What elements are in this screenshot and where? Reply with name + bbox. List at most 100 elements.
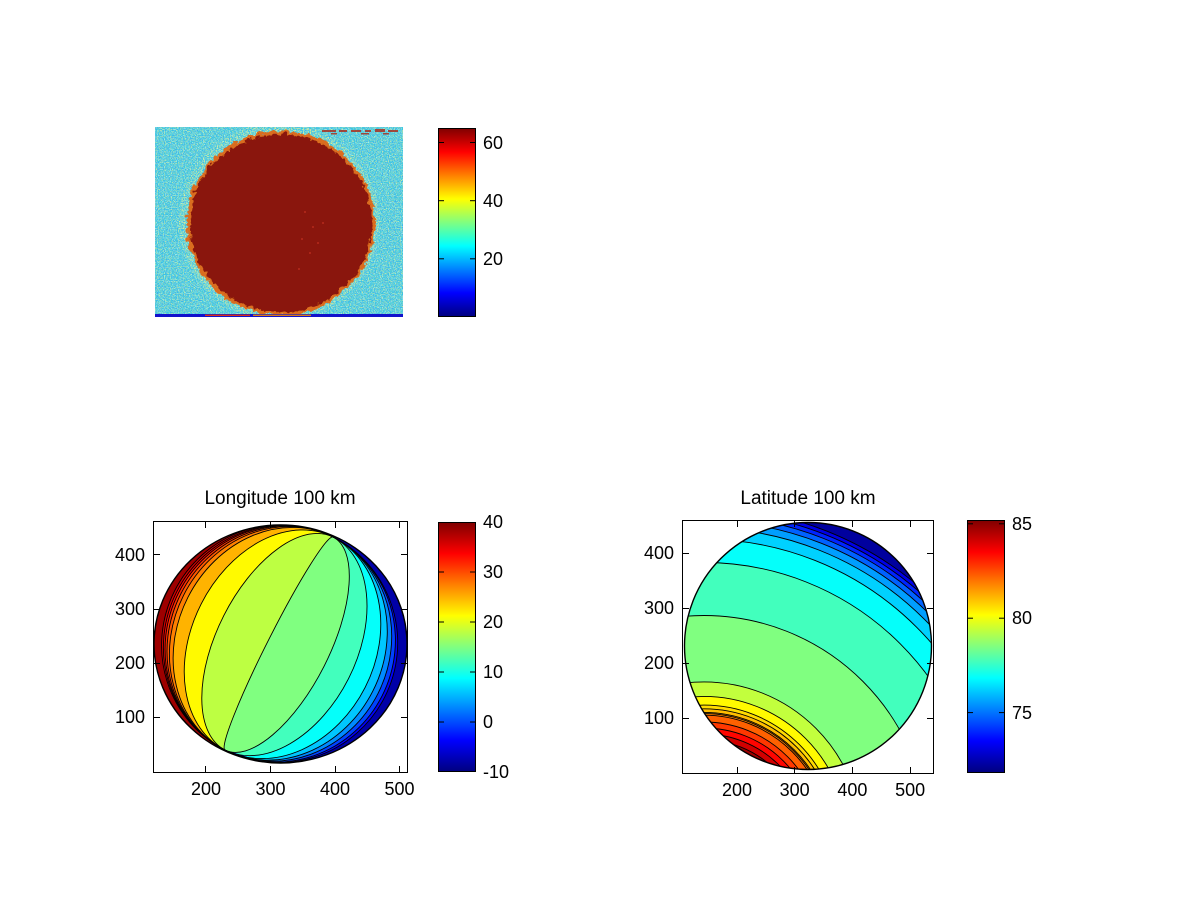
x-tick-label: 200	[190, 779, 222, 799]
x-tick-label: 300	[779, 780, 810, 800]
x-tick-label: 300	[255, 779, 286, 799]
x-tick-mark	[851, 521, 853, 527]
disk-noise-dot	[298, 268, 300, 270]
colorbar-gradient	[438, 522, 476, 772]
embedded-watermark-mark	[388, 130, 398, 132]
stripe-mark	[253, 314, 311, 316]
y-tick-mark	[683, 662, 689, 664]
embedded-watermark-mark	[361, 133, 369, 135]
longitude-contour-line	[224, 536, 396, 763]
longitude-title: Longitude 100 km	[204, 488, 356, 509]
latitude-contour-line	[684, 708, 836, 770]
longitude-contour-line	[224, 536, 393, 762]
y-tick-mark	[154, 716, 160, 718]
y-tick-mark	[683, 717, 689, 719]
disk-noise-dot	[322, 222, 324, 224]
y-tick-label: 100	[643, 708, 674, 728]
colorbar-tick-label: 20	[483, 248, 504, 269]
embedded-watermark-mark	[365, 130, 371, 132]
y-tick-mark	[927, 662, 933, 664]
x-tick-label: 500	[384, 779, 415, 799]
disk-noise-dot	[312, 226, 314, 228]
x-tick-mark	[334, 766, 336, 772]
longitude-contour-line	[172, 527, 334, 751]
x-tick-label: 400	[319, 779, 351, 799]
y-tick-mark	[927, 552, 933, 554]
y-tick-label: 200	[114, 653, 145, 673]
y-tick-mark	[683, 552, 689, 554]
colorbar-tick-label: 20	[483, 612, 504, 632]
image-panel	[155, 127, 403, 317]
y-tick-label: 200	[643, 653, 674, 673]
disk-rim-fringe	[184, 129, 374, 314]
colorbar-tick-label: 75	[1012, 702, 1033, 723]
x-tick-mark	[794, 521, 796, 527]
latitude-disk-limb	[683, 521, 933, 771]
x-tick-mark	[399, 766, 401, 772]
latitude-axes	[682, 520, 934, 774]
colorbar-gradient	[438, 128, 476, 317]
x-tick-mark	[205, 766, 207, 772]
embedded-watermark-mark	[322, 130, 336, 132]
latitude-contour-svg	[683, 521, 933, 771]
y-tick-mark	[927, 717, 933, 719]
longitude-contour-line	[201, 532, 334, 751]
colorbar-tick-label: 40	[483, 512, 504, 532]
y-tick-label: 300	[643, 598, 674, 618]
longitude-contour-line	[224, 536, 388, 761]
embedded-watermark-mark	[339, 130, 347, 132]
saturated-disk	[188, 132, 370, 311]
disk-noise-dot	[301, 238, 303, 240]
x-tick-mark	[909, 521, 911, 527]
colorbar-tick-label: 40	[483, 190, 504, 211]
latitude-colorbar	[967, 520, 1005, 773]
y-tick-mark	[154, 554, 160, 556]
longitude-contour-line	[224, 536, 350, 753]
x-tick-mark	[270, 766, 271, 772]
x-tick-mark	[399, 522, 401, 528]
x-tick-mark	[334, 522, 336, 528]
y-tick-label: 100	[114, 707, 145, 728]
colorbar-svg	[438, 128, 476, 317]
colorbar-svg	[438, 522, 476, 772]
longitude-band-group	[154, 525, 407, 763]
latitude-contour-line	[684, 681, 863, 770]
longitude-disk-limb	[154, 524, 407, 764]
longitude-contour-line	[224, 536, 382, 760]
y-tick-mark	[401, 554, 407, 556]
image-colorbar	[438, 128, 476, 317]
longitude-colorbar	[438, 522, 476, 772]
latitude-band	[684, 615, 929, 770]
x-tick-mark	[909, 767, 911, 773]
y-tick-mark	[401, 662, 407, 664]
colorbar-gradient	[967, 520, 1005, 773]
x-tick-mark	[851, 767, 853, 773]
colorbar-tick-label: 80	[1012, 608, 1033, 629]
embedded-watermark-mark	[375, 129, 385, 132]
x-tick-mark	[270, 522, 271, 528]
embedded-watermark-mark	[351, 130, 361, 132]
disk-noise-dot	[317, 242, 319, 244]
y-tick-mark	[683, 607, 689, 609]
longitude-contour-line	[223, 536, 334, 751]
latitude-title: Latitude 100 km	[740, 488, 876, 509]
colorbar-tick-label: -10	[483, 762, 510, 782]
stripe-mark	[205, 314, 250, 316]
image-heatmap-svg	[155, 127, 403, 317]
colorbar-tick-label: 10	[483, 662, 504, 682]
y-tick-mark	[927, 607, 933, 609]
colorbar-tick-label: 30	[483, 562, 504, 582]
colorbar-tick-label: 0	[483, 712, 494, 732]
latitude-contour-line	[684, 704, 840, 770]
longitude-contour-line	[183, 529, 334, 751]
embedded-watermark-mark	[331, 133, 337, 135]
colorbar-svg	[967, 520, 1005, 773]
y-tick-mark	[154, 608, 160, 610]
y-tick-label: 400	[114, 544, 145, 565]
disk-noise-dot	[309, 252, 311, 254]
longitude-axes	[153, 521, 408, 773]
y-tick-mark	[401, 716, 407, 718]
x-tick-mark	[736, 521, 738, 527]
latitude-contour-line	[684, 695, 849, 770]
